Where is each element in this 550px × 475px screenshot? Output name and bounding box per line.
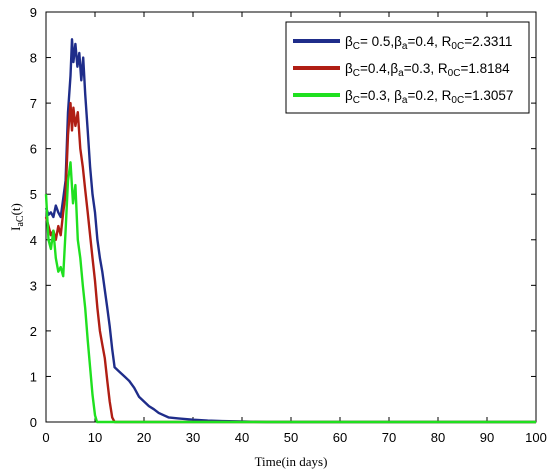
y-tick-label: 1 <box>30 369 37 384</box>
y-tick-label: 6 <box>30 142 37 157</box>
x-tick-label: 100 <box>525 430 547 445</box>
y-tick-label: 4 <box>30 233 37 248</box>
legend-label-3: βC=0.3, βa=0.2, R0C=1.3057 <box>345 88 513 106</box>
y-tick-label: 9 <box>30 5 37 20</box>
legend: βC= 0.5,βa=0.4, R0C=2.3311 βC=0.4,βa=0.3,… <box>285 21 530 114</box>
x-tick-label: 50 <box>284 430 298 445</box>
legend-label-2: βC=0.4,βa=0.3, R0C=1.8184 <box>345 61 510 79</box>
legend-label-1: βC= 0.5,βa=0.4, R0C=2.3311 <box>345 34 512 52</box>
y-axis-title: IaC(t) <box>8 203 26 231</box>
axis-ticks: 0 10 20 30 40 50 60 70 80 90 100 0 1 2 3 4 5 6 7 8 9 <box>30 5 547 445</box>
x-tick-label: 0 <box>42 430 49 445</box>
x-axis-title: Time(in days) <box>255 454 328 469</box>
x-tick-label: 90 <box>480 430 494 445</box>
y-tick-label: 5 <box>30 187 37 202</box>
x-tick-label: 80 <box>431 430 445 445</box>
y-tick-label: 2 <box>30 324 37 339</box>
series-layer <box>44 38 536 424</box>
y-tick-label: 3 <box>30 278 37 293</box>
x-tick-label: 70 <box>382 430 396 445</box>
x-tick-label: 40 <box>235 430 249 445</box>
x-tick-label: 30 <box>186 430 200 445</box>
x-tick-label: 20 <box>137 430 151 445</box>
y-tick-label: 8 <box>30 51 37 66</box>
series-line-2 <box>44 101 536 424</box>
x-tick-label: 60 <box>333 430 347 445</box>
x-tick-label: 10 <box>88 430 102 445</box>
y-tick-label: 0 <box>30 415 37 430</box>
series-line-3 <box>44 161 536 424</box>
y-tick-label: 7 <box>30 96 37 111</box>
